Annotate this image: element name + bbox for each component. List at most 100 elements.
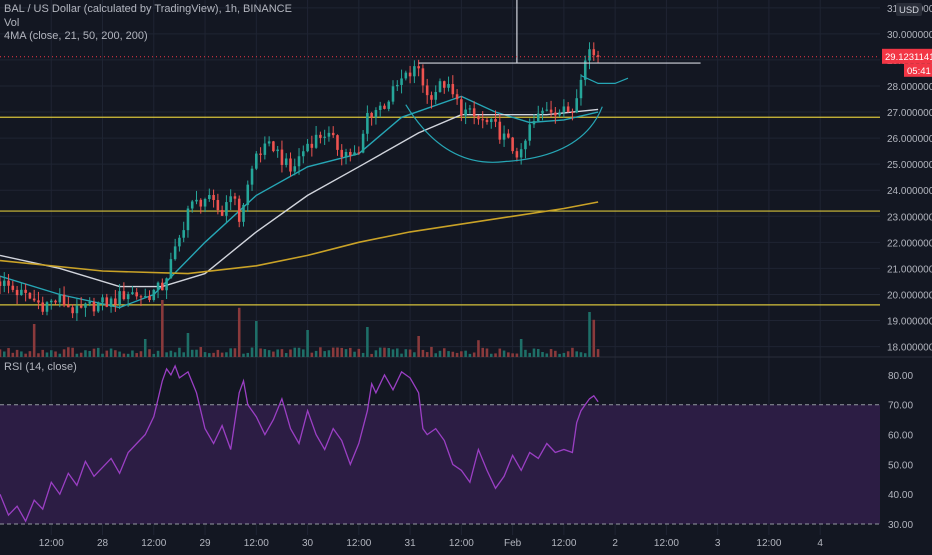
volume-bar: [554, 350, 557, 357]
volume-bar: [353, 351, 356, 357]
price-tick-label: 28.0000000: [887, 82, 932, 93]
candle-body: [49, 300, 53, 303]
candle-body: [186, 208, 190, 231]
volume-bar: [276, 349, 279, 357]
time-tick-label: Feb: [504, 538, 522, 549]
volume-bar: [152, 353, 156, 357]
time-tick-label: 12:00: [654, 538, 679, 549]
moving-averages: [0, 95, 599, 309]
volume-bar: [62, 349, 66, 357]
volume-bar: [442, 348, 446, 357]
volume-bar: [267, 350, 271, 357]
candle-body: [208, 194, 211, 200]
drawings[interactable]: [0, 0, 880, 163]
candle-body: [233, 196, 237, 199]
candle-body: [229, 196, 232, 203]
price-tick-label: 19.0000000: [887, 317, 932, 328]
volume-bar: [208, 353, 211, 357]
candle-body: [88, 301, 91, 304]
candle-body: [58, 294, 62, 303]
candle-body: [203, 199, 207, 207]
rsi-tick-label: 40.00: [888, 490, 913, 501]
volume-bar: [391, 349, 395, 357]
price-tick-label: 20.0000000: [887, 290, 932, 301]
rsi-band-fill: [0, 404, 880, 525]
candle-body: [122, 291, 126, 300]
ma-21-line: [0, 95, 599, 309]
time-tick-label: 12:00: [551, 538, 576, 549]
candle-body: [404, 72, 408, 79]
candle-body: [24, 289, 27, 293]
volume-bar: [515, 353, 519, 357]
volume-bar: [250, 347, 254, 357]
volume-bar: [280, 349, 284, 357]
volume-bar: [246, 352, 250, 357]
candle-body: [220, 210, 224, 216]
candle-body: [477, 116, 480, 120]
horizontal-levels[interactable]: [0, 116, 880, 306]
volume-bar: [199, 347, 203, 357]
candle-body: [434, 91, 438, 100]
candle-body: [216, 200, 220, 211]
volume-bar: [361, 352, 365, 357]
volume-bar: [148, 349, 151, 357]
volume-bar: [165, 352, 168, 357]
volume-bar: [114, 350, 117, 357]
ma-legend: 4MA (close, 21, 50, 200, 200): [4, 30, 148, 42]
volume-bar: [340, 347, 344, 357]
candle-body: [331, 132, 335, 136]
candle-body: [92, 301, 96, 312]
candle-body: [387, 101, 391, 109]
candle-body: [575, 98, 578, 113]
volume-bar: [173, 352, 177, 357]
candle-body: [306, 143, 309, 152]
volume-bar: [225, 352, 228, 357]
candle-body: [11, 285, 15, 290]
volume-bar: [511, 353, 514, 357]
candle-body: [464, 109, 467, 116]
volume-bar: [498, 348, 502, 357]
candle-body: [319, 134, 322, 138]
currency-label: USD: [899, 5, 919, 16]
volume-bar: [54, 351, 57, 357]
price-tick-label: 18.0000000: [887, 343, 932, 354]
candle-body: [438, 81, 442, 92]
price-tick-label: 22.0000000: [887, 238, 932, 249]
volume-bar: [549, 349, 553, 357]
ma-200-line: [0, 201, 599, 275]
candle-body: [366, 113, 369, 134]
candle-body: [583, 60, 587, 80]
candle-body: [421, 68, 425, 86]
volume-bar: [374, 350, 378, 357]
volume-bar: [588, 312, 591, 357]
volume-bar: [477, 340, 480, 357]
volume-bar: [255, 321, 258, 357]
cup-arc: [405, 104, 603, 163]
current-price-value: 29.1231141: [885, 52, 932, 63]
rsi-tick-label: 30.00: [888, 520, 913, 531]
volume-bar: [15, 349, 19, 357]
volume-bar: [122, 353, 126, 357]
candle-body: [400, 78, 403, 85]
candle-body: [545, 109, 549, 111]
volume-bar: [161, 300, 164, 357]
volume-bar: [284, 353, 288, 357]
volume-bar: [425, 352, 429, 357]
candle-body: [549, 109, 553, 113]
candle-body: [161, 282, 164, 291]
volume-bar: [32, 324, 36, 357]
candle-body: [468, 108, 472, 110]
candle-body: [515, 151, 519, 158]
candle-body: [494, 119, 497, 122]
candle-body: [417, 66, 420, 69]
candle-body: [485, 119, 489, 123]
volume-bar: [327, 350, 331, 357]
candle-body: [541, 110, 544, 114]
candle-body: [502, 133, 506, 140]
volume-bar: [370, 353, 373, 357]
volume-bar: [20, 351, 23, 357]
volume-bar: [75, 353, 79, 357]
candle-body: [225, 202, 228, 216]
